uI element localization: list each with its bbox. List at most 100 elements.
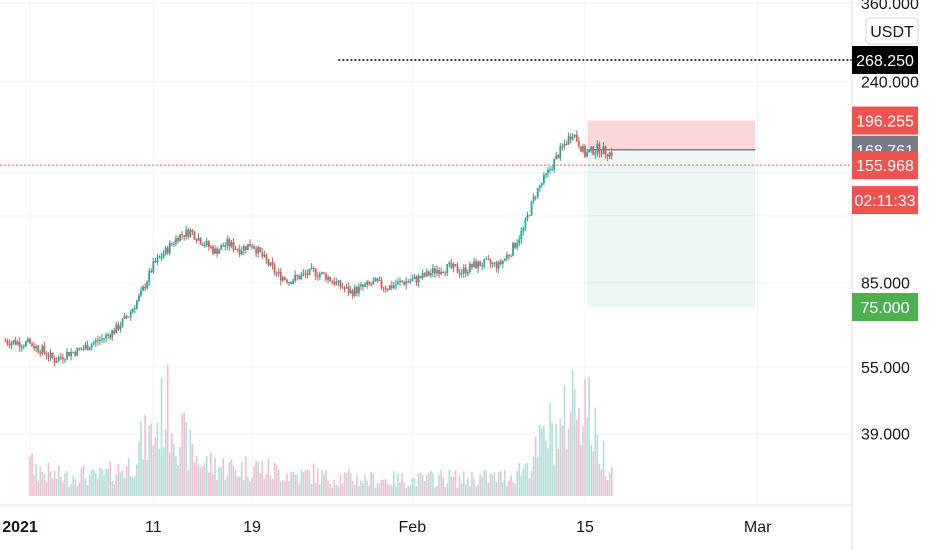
volume-bar (49, 471, 52, 496)
candle-body (460, 273, 463, 275)
price-tick-label: 240.000 (861, 75, 919, 92)
candle-body (569, 136, 572, 140)
volume-bar (489, 473, 492, 496)
candle-body (109, 334, 112, 338)
volume-bar (610, 467, 613, 496)
candle-body (306, 273, 309, 275)
candle-body (454, 264, 457, 267)
candle-body (588, 150, 591, 153)
time-axis[interactable]: 2021 11 19 Feb 15 Mar (2, 519, 772, 536)
candle-body (61, 357, 64, 360)
volume-bar (218, 467, 220, 496)
candle-body (310, 267, 313, 269)
candle-body (131, 309, 134, 312)
currency-badge[interactable]: USDT (865, 17, 919, 45)
volume-bar (487, 482, 490, 496)
candle-body (209, 246, 212, 248)
candle-body (205, 241, 208, 246)
volume-bar (563, 385, 566, 496)
volume-bar (335, 484, 338, 496)
candle-body (53, 358, 56, 363)
volume-bar (553, 465, 555, 496)
candle-body (440, 271, 443, 275)
volume-bar (275, 465, 278, 496)
candle-body (524, 218, 527, 228)
volume-bar (405, 488, 407, 496)
volume-bar (325, 469, 327, 496)
candle-body (216, 248, 218, 254)
candle-body (590, 146, 593, 151)
volume-bar (228, 462, 231, 496)
candle-body (536, 188, 539, 197)
candle-body (12, 340, 15, 343)
volume-bar (249, 481, 251, 496)
candle-body (255, 248, 258, 254)
candle-body (503, 258, 506, 261)
volume-bar (191, 443, 194, 496)
candle-body (218, 249, 221, 254)
candle-body (512, 243, 514, 256)
volume-bar (47, 462, 50, 496)
candle-body (234, 248, 237, 250)
candle-body (528, 215, 531, 217)
candle-body (249, 244, 251, 247)
candle-body (177, 237, 179, 242)
volume-bar (224, 479, 227, 496)
candle-body (191, 229, 194, 232)
candle-body (144, 286, 147, 289)
candle-body (349, 290, 352, 294)
volume-bar (84, 478, 87, 496)
volume-bar (536, 457, 539, 496)
volume-bar (353, 484, 356, 496)
candle-body (555, 155, 558, 160)
volume-bar (483, 469, 486, 496)
candle-body (477, 261, 480, 269)
volume-bar (446, 483, 449, 496)
price-tick-label: 360.000 (861, 0, 919, 13)
candle-body (452, 264, 455, 268)
candle-body (366, 281, 369, 285)
candle-body (335, 282, 338, 285)
candle-body (279, 271, 282, 281)
volume-bar (471, 471, 473, 496)
candle-body (185, 229, 188, 237)
volume-bar (175, 456, 177, 496)
volume-bar (411, 477, 414, 496)
candle-body (466, 271, 469, 274)
volume-bar (319, 484, 321, 496)
candle-body (251, 246, 253, 248)
volume-bar (269, 475, 272, 496)
price-lines (0, 59, 852, 166)
candle-body (86, 344, 89, 351)
candle-body (376, 278, 379, 281)
candle-body (370, 283, 373, 285)
volume-bar (520, 476, 523, 496)
volume-bar (82, 465, 85, 496)
volume-bar (117, 464, 120, 496)
volume-bar (417, 473, 420, 496)
candle-body (133, 308, 136, 310)
candle-body (115, 324, 118, 334)
candle-body (300, 274, 303, 280)
candle-body (94, 340, 97, 343)
stop-loss-zone[interactable] (587, 120, 756, 150)
currency-badge-box[interactable] (865, 17, 919, 45)
candle-body (269, 262, 272, 266)
volume-bar (491, 474, 494, 496)
volume-bar (323, 474, 325, 496)
volume-bar (263, 478, 266, 496)
volume-bar (33, 475, 35, 496)
candle-body (545, 173, 547, 175)
candle-body (386, 289, 389, 291)
volume-bar (606, 479, 609, 496)
volume-bar (107, 469, 109, 496)
price-axis[interactable]: 360.000 240.000 85.000 55.000 39.000 (861, 0, 919, 444)
candle-body (553, 159, 556, 170)
take-profit-zone[interactable] (587, 149, 756, 308)
candle-body (530, 201, 533, 216)
volume-bar (454, 470, 457, 496)
long-short-position-tool[interactable] (587, 120, 756, 308)
candle-body (475, 261, 477, 269)
volume-bar (245, 456, 247, 496)
